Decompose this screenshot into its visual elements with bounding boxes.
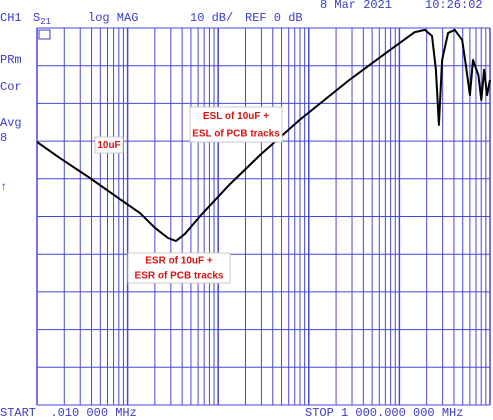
annotation: 10uF [94, 136, 124, 154]
annotation-text: ESR of 10uF + [145, 256, 213, 267]
side-label: ↑ [0, 180, 7, 194]
annotation: ESL of 10uF + ESL of PCB tracks [189, 106, 283, 143]
annotation-box [189, 106, 283, 143]
annotation-text: 10uF [97, 140, 120, 151]
annotation-text: ESL of 10uF + [203, 111, 269, 122]
annotation-text: ESL of PCB tracks [192, 128, 280, 139]
side-label: Avg [0, 116, 22, 130]
param: S [33, 11, 40, 25]
trace [36, 28, 491, 242]
side-label: PRm [0, 53, 22, 67]
annotation-text: ESR of PCB tracks [135, 271, 224, 282]
date: 8 Mar 2021 [320, 0, 392, 12]
annotation-box [94, 136, 124, 154]
parameter: S21 [33, 11, 51, 27]
scale: 10 dB/ [190, 11, 233, 25]
param-sub: 21 [40, 17, 51, 27]
time: 10:26:02 [425, 0, 483, 12]
reference: REF 0 dB [245, 11, 303, 25]
annotation: ESR of 10uF + ESR of PCB tracks [127, 252, 231, 284]
side-label: 8 [0, 131, 7, 145]
start-freq: START .010 000 MHz [0, 406, 137, 420]
side-label: Cor [0, 80, 22, 94]
stop-freq: STOP 1 000.000 000 MHz [305, 406, 463, 420]
annotation-box [127, 252, 231, 284]
marker-icon [38, 29, 51, 40]
channel: CH1 [0, 11, 22, 25]
format: log MAG [88, 11, 138, 25]
